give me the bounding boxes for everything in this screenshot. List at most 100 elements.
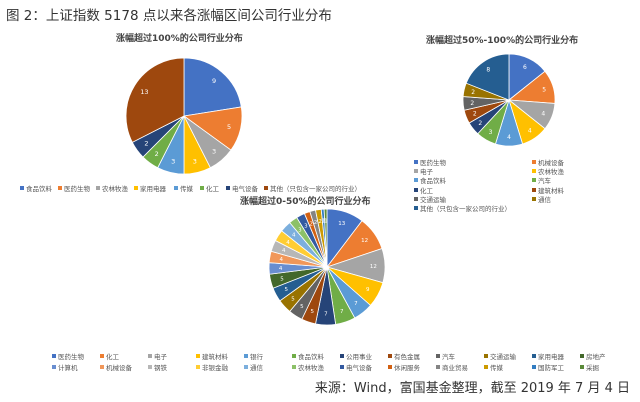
legend-swatch <box>52 354 56 358</box>
chart2-title: 涨幅超过50%-100%的公司行业分布 <box>426 36 579 46</box>
legend-label: 医药生物 <box>420 159 446 167</box>
pie-value-label: 3 <box>171 157 175 165</box>
pie-value-label: 12 <box>370 264 377 270</box>
pie-value-label: 5 <box>227 123 231 131</box>
legend-item: 传媒 <box>484 362 503 372</box>
legend-swatch <box>148 354 152 358</box>
legend-label: 食品饮料 <box>420 177 446 186</box>
pie-value-label: 4 <box>507 134 511 141</box>
pie-value-label: 2 <box>309 221 313 227</box>
legend-item: 汽车 <box>532 175 551 185</box>
legend-swatch <box>532 169 536 174</box>
legend-item: 休闲服务 <box>388 362 420 372</box>
legend-label: 汽车 <box>538 177 551 186</box>
pie-value-label: 2 <box>478 120 482 127</box>
legend-item: 化工 <box>200 183 219 193</box>
legend-swatch <box>244 365 248 369</box>
legend-label: 食品饮料 <box>26 185 52 193</box>
legend-swatch <box>200 186 204 190</box>
legend-label: 电子 <box>420 168 433 177</box>
legend-label: 电子 <box>154 353 167 361</box>
legend-label: 银行 <box>250 353 263 361</box>
legend-item: 交通运输 <box>414 194 446 204</box>
legend-swatch <box>292 365 296 369</box>
legend-swatch <box>580 354 584 358</box>
legend-label: 房地产 <box>586 353 606 361</box>
legend-label: 机械设备 <box>106 364 132 372</box>
pie-value-label: 4 <box>286 240 290 246</box>
pie-value-label: 2 <box>144 140 148 148</box>
legend-item: 电气设备 <box>226 183 258 193</box>
pie-value-label: 4 <box>282 248 286 254</box>
legend-item: 其他（只包含一家公司的行业） <box>264 183 361 193</box>
legend-label: 计算机 <box>58 364 78 372</box>
legend-swatch <box>226 186 230 190</box>
legend-label: 医药生物 <box>58 353 84 361</box>
legend-item: 化工 <box>100 351 119 361</box>
chart2-legend: 医药生物 机械设备 电子 农林牧渔 食品饮料 汽车 化工 建筑材料 交通运输 通信 其他（只包含一家… <box>414 157 634 213</box>
pie-value-label: 2 <box>473 111 477 118</box>
legend-label: 化工 <box>420 186 433 195</box>
pie-slice-1 <box>183 57 242 117</box>
pie-value-label: 13 <box>338 221 345 227</box>
legend-label: 通信 <box>538 195 551 204</box>
legend-item: 商业贸易 <box>436 362 468 372</box>
legend-swatch <box>532 178 536 183</box>
legend-item: 家用电器 <box>134 183 166 193</box>
legend-item: 电子 <box>414 166 433 176</box>
legend-item: 医药生物 <box>58 183 90 193</box>
legend-label: 非银金融 <box>202 364 228 372</box>
chart3-title: 涨幅超过0-50%的公司行业分布 <box>240 197 371 207</box>
pie-value-label: 6 <box>523 64 527 71</box>
pie-slice-8 <box>125 57 185 143</box>
legend-item: 食品饮料 <box>20 183 52 193</box>
legend-label: 化工 <box>206 185 219 193</box>
legend-swatch <box>436 365 440 369</box>
pie-value-label: 2 <box>318 219 322 225</box>
legend-label: 汽车 <box>442 353 455 361</box>
legend-item: 国防军工 <box>532 362 564 372</box>
legend-label: 机械设备 <box>538 159 564 167</box>
legend-swatch <box>174 186 178 190</box>
legend-label: 公用事业 <box>346 353 372 361</box>
legend-swatch <box>196 365 200 369</box>
legend-swatch <box>244 354 248 358</box>
legend-label: 电气设备 <box>346 364 372 372</box>
legend-item: 电子 <box>148 351 167 361</box>
legend-swatch <box>532 354 536 358</box>
pie-slice-24 <box>323 208 328 268</box>
legend-swatch <box>414 178 418 183</box>
pie-value-label: 3 <box>304 224 308 230</box>
legend-label: 农林牧渔 <box>102 185 128 193</box>
legend-label: 农林牧渔 <box>298 364 324 372</box>
pie-value-label: 4 <box>292 233 296 239</box>
legend-label: 食品饮料 <box>298 353 324 361</box>
legend-swatch <box>100 354 104 358</box>
legend-item: 食品饮料 <box>414 175 446 185</box>
chart1-legend: 食品饮料 医药生物 农林牧渔 家用电器 传媒 化工 电气设备 其他（只包含一家公司的行业） <box>20 183 361 193</box>
pie-value-label: 2 <box>471 89 475 96</box>
legend-item: 公用事业 <box>340 351 372 361</box>
pie-value-label: 4 <box>279 266 283 272</box>
figure-title: 图 2：上证指数 5178 点以来各涨幅区间公司行业分布 <box>6 8 332 24</box>
chart1-pie: 9 5 3 3 3 22 13 <box>125 57 243 175</box>
legend-swatch <box>52 365 56 369</box>
legend-item: 医药生物 <box>414 157 446 167</box>
legend-swatch <box>532 187 536 192</box>
legend-item: 传媒 <box>174 183 193 193</box>
legend-swatch <box>414 169 418 174</box>
pie-value-label: 2 <box>470 100 474 107</box>
source-note: 来源：Wind，富国基金整理，截至 2019 年 7 月 4 日 <box>314 381 630 396</box>
legend-label: 农林牧渔 <box>538 168 564 177</box>
legend-item: 化工 <box>414 185 433 195</box>
legend-label: 休闲服务 <box>394 364 420 372</box>
pie-value-label: 7 <box>354 301 358 307</box>
legend-label: 国防军工 <box>538 364 564 372</box>
legend-label: 传媒 <box>180 185 193 193</box>
pie-value-label: 3 <box>212 148 216 156</box>
legend-swatch <box>414 160 418 164</box>
legend-swatch <box>580 365 584 369</box>
pie-value-label: 9 <box>212 77 216 85</box>
